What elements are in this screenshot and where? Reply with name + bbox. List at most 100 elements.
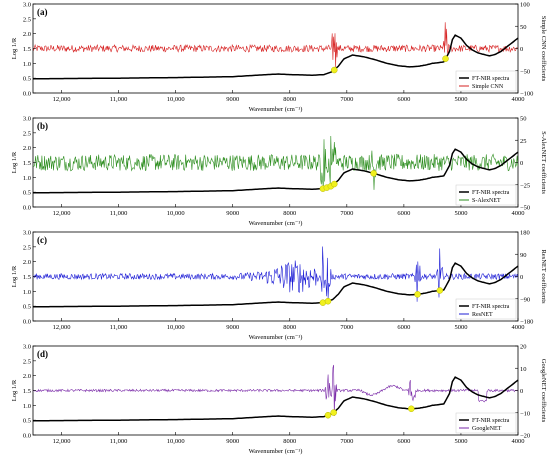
y-tick-label: 1.5 [23, 274, 31, 281]
y2-axis-label: Simple CNN coefficients [540, 16, 547, 82]
spectrum-series-line [33, 262, 519, 308]
y-tick-label: 2.0 [23, 259, 31, 266]
y2-tick-label: 100 [520, 2, 530, 9]
x-tick-label: 11,000 [110, 96, 128, 103]
y2-tick-label: 10 [520, 366, 527, 373]
y2-tick-label: 50 [520, 116, 527, 123]
legend-entry: ResNET [472, 312, 493, 318]
x-tick-label: 12,000 [53, 438, 71, 445]
x-tick-label: 9000 [226, 324, 239, 331]
y-tick-label: 0.5 [23, 304, 31, 311]
y2-tick-label: −90 [520, 296, 530, 303]
highlight-point [324, 411, 332, 419]
y-tick-label: 1.5 [23, 388, 31, 395]
y-axis-label: Log 1/R [11, 379, 18, 401]
spectrum-series-line [33, 34, 519, 80]
y2-tick-label: 0 [520, 160, 523, 167]
highlight-point [442, 55, 449, 62]
coefficient-series-line [32, 246, 519, 302]
x-tick-label: 8000 [283, 324, 296, 331]
x-tick-label: 10,000 [167, 96, 185, 103]
x-tick-label: 6000 [397, 438, 410, 445]
x-tick-label: 4000 [512, 210, 525, 217]
panel-c: (c) 0.0 0.5 1.0 1.5 2.0 2.5 3.0 −180 −90 0 90 180 12,… [11, 230, 547, 342]
legend [455, 70, 517, 92]
y-tick-label: 2.5 [23, 130, 31, 137]
panel-label: (c) [37, 235, 47, 245]
y-tick-label: 1.0 [23, 61, 31, 68]
y-tick-label: 3.0 [23, 230, 31, 237]
y-tick-label: 1.0 [23, 403, 31, 410]
x-tick-label: 9000 [226, 96, 239, 103]
legend-entry: FT-NIR spectra [472, 76, 510, 82]
x-tick-label: 10,000 [167, 324, 185, 331]
y-tick-label: 0.5 [23, 190, 31, 197]
x-axis-label: Wavenumber (cm⁻¹) [249, 448, 303, 455]
x-axis-label: Wavenumber (cm⁻¹) [249, 106, 303, 113]
panel-a: (a) 0.0 0.5 1.0 1.5 2.0 2.5 3.0 −100 −50 0 50 100 12,… [11, 2, 547, 114]
x-tick-label: 7000 [340, 210, 353, 217]
y2-tick-label: −50 [520, 205, 530, 212]
spectrum-series-line [33, 148, 519, 194]
legend [455, 412, 517, 434]
x-tick-label: 5000 [454, 96, 467, 103]
y-tick-label: 0.0 [23, 433, 31, 440]
x-tick-label: 4000 [512, 324, 525, 331]
y-tick-label: 1.5 [23, 160, 31, 167]
x-tick-label: 10,000 [167, 438, 185, 445]
x-tick-label: 10,000 [167, 210, 185, 217]
highlight-point [330, 409, 337, 416]
y-tick-label: 2.0 [23, 373, 31, 380]
highlight-point [331, 66, 338, 74]
y-tick-label: 1.0 [23, 289, 31, 296]
x-tick-label: 7000 [340, 438, 353, 445]
x-axis-label: Wavenumber (cm⁻¹) [249, 334, 303, 341]
y2-tick-label: −20 [520, 433, 530, 440]
x-tick-label: 12,000 [53, 210, 71, 217]
y2-tick-label: 20 [520, 344, 527, 351]
highlight-point [370, 170, 377, 177]
spectrum-series-line [33, 376, 519, 422]
x-axis-label: Wavenumber (cm⁻¹) [249, 220, 303, 227]
y2-tick-label: 0 [520, 274, 523, 281]
y-axis-label: Log 1/R [11, 37, 18, 59]
x-tick-label: 9000 [226, 438, 239, 445]
y2-axis-label: GoogleNET coefficients [540, 359, 547, 423]
y2-tick-label: 50 [520, 24, 527, 31]
x-tick-label: 6000 [397, 96, 410, 103]
legend-entry: S-AlexNET [472, 198, 501, 204]
y2-tick-label: 0 [520, 46, 523, 53]
legend-entry: FT-NIR spectra [472, 304, 510, 310]
legend-entry: FT-NIR spectra [472, 418, 510, 424]
y2-axis-label: ResNET coefficients [540, 249, 547, 304]
x-tick-label: 9000 [226, 210, 239, 217]
y2-tick-label: −10 [520, 410, 530, 417]
x-tick-label: 12,000 [53, 324, 71, 331]
y2-tick-label: −180 [520, 319, 533, 326]
y-tick-label: 3.0 [23, 344, 31, 351]
y2-tick-label: −50 [520, 68, 530, 75]
x-tick-label: 5000 [454, 210, 467, 217]
x-tick-label: 11,000 [110, 324, 128, 331]
x-tick-label: 8000 [283, 438, 296, 445]
y-axis-label: Log 1/R [11, 151, 18, 173]
y-axis-label: Log 1/R [11, 265, 18, 287]
panel-d: (d) 0.0 0.5 1.0 1.5 2.0 2.5 3.0 −20 −10 0 10 20 12,00… [11, 344, 547, 456]
legend [455, 184, 517, 206]
y-tick-label: 2.5 [23, 358, 31, 365]
legend-entry: GoogleNET [472, 426, 502, 432]
x-tick-label: 7000 [340, 96, 353, 103]
x-tick-label: 8000 [283, 96, 296, 103]
coefficient-series-line [32, 364, 518, 417]
panel-label: (a) [37, 7, 48, 17]
highlight-point [324, 297, 332, 305]
y-tick-label: 3.0 [23, 116, 31, 123]
x-tick-label: 11,000 [110, 210, 128, 217]
y-tick-label: 2.5 [23, 16, 31, 23]
y-tick-label: 0.0 [23, 319, 31, 326]
y-tick-label: 2.0 [23, 145, 31, 152]
panel-label: (d) [37, 349, 48, 359]
highlight-point [408, 405, 415, 413]
legend-entry: FT-NIR spectra [472, 190, 510, 196]
highlight-point [414, 291, 421, 298]
